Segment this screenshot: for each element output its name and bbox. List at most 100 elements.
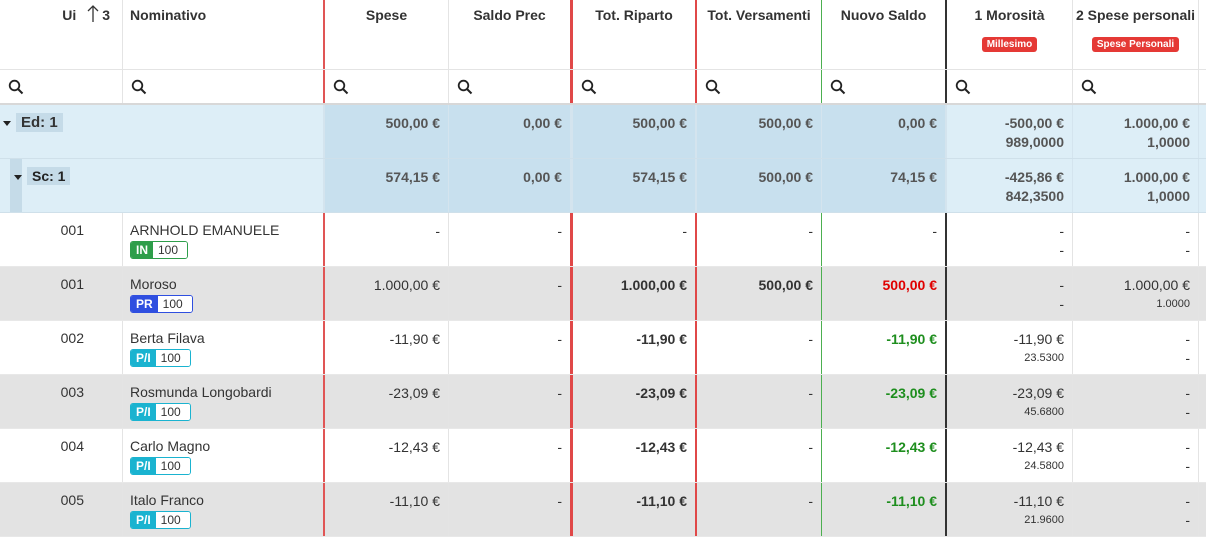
- ui: 003: [60, 384, 84, 400]
- header-cell[interactable]: Nominativo: [123, 0, 325, 69]
- data-row[interactable]: 002 Berta Filava P/I 100 -11,90 € - -11,90 € - -…: [0, 321, 1206, 375]
- quota: 100: [153, 242, 188, 258]
- value-cell: --: [1073, 429, 1199, 482]
- group-label: Ed: 1: [16, 113, 63, 132]
- value: -11,90 €: [636, 331, 687, 347]
- filter-row: [0, 70, 1206, 105]
- collapse-toggle[interactable]: [3, 120, 11, 126]
- group-value: 1.000,00 € 1,0000: [1073, 105, 1199, 158]
- filler: [1199, 429, 1206, 482]
- filter-cell[interactable]: [0, 70, 123, 103]
- value-cell: --: [947, 267, 1073, 320]
- search-icon: [8, 79, 24, 98]
- value: -: [557, 277, 562, 293]
- value-cell: -: [325, 213, 449, 266]
- filler: [1199, 105, 1206, 158]
- header-cell[interactable]: 1 Morosità Millesimo: [947, 0, 1073, 69]
- group-value: 500,00 €: [697, 159, 822, 212]
- group-row: Sc: 1 574,15 € 0,00 € 574,15 € 500,00 € 74,15…: [0, 159, 1206, 213]
- value: -: [808, 493, 813, 509]
- filter-cell[interactable]: [325, 70, 449, 103]
- data-row[interactable]: 001 Moroso PR 100 1.000,00 € - 1.000,00 € 500,0…: [0, 267, 1206, 321]
- group-value: 0,00 €: [449, 159, 573, 212]
- ui: 005: [60, 492, 84, 508]
- tag-type: P/I: [131, 404, 156, 420]
- value: 0,00 €: [523, 169, 562, 185]
- data-row[interactable]: 005 Italo Franco P/I 100 -11,10 € - -11,10 € - -…: [0, 483, 1206, 537]
- value-cell: 500,00 €: [697, 267, 822, 320]
- header-cell[interactable]: Tot. Riparto: [573, 0, 697, 69]
- header-cell[interactable]: Saldo Prec: [449, 0, 573, 69]
- search-icon-svg: [457, 79, 473, 95]
- value-cell: -23,09 €: [573, 375, 697, 428]
- header-label: Saldo Prec: [473, 7, 546, 23]
- filler: [1199, 267, 1206, 320]
- value-line: -: [1185, 493, 1190, 509]
- tag-type: P/I: [131, 512, 156, 528]
- data-row[interactable]: 001 ARNHOLD EMANUELE IN 100- - - - - - - - -: [0, 213, 1206, 267]
- value-cell: --: [1073, 483, 1199, 536]
- name: Carlo Magno: [130, 438, 211, 454]
- value-line: 1.0000: [1156, 298, 1190, 310]
- search-icon-svg: [581, 79, 597, 95]
- header-row: Ui 3 Nominativo Spese Saldo Prec Tot. Riparto…: [0, 0, 1206, 70]
- quota-tag: P/I 100: [130, 349, 191, 367]
- value-cell: -11,90 € 23.5300: [947, 321, 1073, 374]
- group-label-cell[interactable]: Sc: 1: [0, 159, 325, 212]
- value-line: -: [1185, 439, 1190, 455]
- value-cell: -: [697, 321, 822, 374]
- value-cell: 1.000,00 €: [325, 267, 449, 320]
- ui: 001: [60, 276, 84, 292]
- header-cell[interactable]: Spese: [325, 0, 449, 69]
- group-label-cell[interactable]: Ed: 1: [0, 105, 325, 158]
- value-line: -: [1185, 512, 1190, 528]
- name: Berta Filava: [130, 330, 205, 346]
- value: 574,15 €: [632, 169, 688, 185]
- value-cell: -11,10 €: [573, 483, 697, 536]
- value-line: 842,3500: [1005, 188, 1064, 204]
- value-line: -: [1185, 385, 1190, 401]
- filter-cell[interactable]: [947, 70, 1073, 103]
- value-line: 45.6800: [1024, 406, 1064, 418]
- filter-cell[interactable]: [1073, 70, 1199, 103]
- quota: 100: [157, 296, 192, 312]
- filter-cell[interactable]: [573, 70, 697, 103]
- header-cell[interactable]: Tot. Versamenti: [697, 0, 822, 69]
- quota: 100: [155, 350, 190, 366]
- quota: 100: [155, 512, 190, 528]
- value-line: -: [1185, 331, 1190, 347]
- value-line: -11,10 €: [1013, 493, 1064, 509]
- sort-icon: [86, 4, 100, 27]
- name-cell: Carlo Magno P/I 100: [123, 429, 325, 482]
- value-line: -: [1059, 277, 1064, 293]
- value-cell: -23,09 €: [822, 375, 947, 428]
- value-line: 21.9600: [1024, 514, 1064, 526]
- value: -12,43 €: [388, 439, 440, 455]
- value: 1.000,00 €: [620, 277, 687, 293]
- header-cell[interactable]: Nuovo Saldo: [822, 0, 947, 69]
- value-cell: -: [449, 321, 573, 374]
- ui-cell: 004: [0, 429, 123, 482]
- filter-cell[interactable]: [822, 70, 947, 103]
- value-line: 24.5800: [1024, 460, 1064, 472]
- data-row[interactable]: 003 Rosmunda Longobardi P/I 100 -23,09 € - -23…: [0, 375, 1206, 429]
- value: 500,00 €: [632, 115, 688, 131]
- header-cell[interactable]: Ui 3: [0, 0, 123, 69]
- value-cell: -: [697, 429, 822, 482]
- value: 0,00 €: [523, 115, 562, 131]
- filter-cell[interactable]: [449, 70, 573, 103]
- filter-cell[interactable]: [697, 70, 822, 103]
- value-cell: -11,90 €: [325, 321, 449, 374]
- ui-cell: 002: [0, 321, 123, 374]
- filter-cell[interactable]: [123, 70, 325, 103]
- header-label: Ui: [62, 7, 77, 23]
- value: -: [682, 223, 687, 239]
- value: -11,90 €: [389, 331, 440, 347]
- value-line: -: [1185, 458, 1190, 474]
- value-line: 23.5300: [1024, 352, 1064, 364]
- header-cell[interactable]: 2 Spese personali Spese Personali: [1073, 0, 1199, 69]
- value-line: -: [1059, 223, 1064, 239]
- value: 500,00 €: [882, 277, 938, 293]
- collapse-toggle[interactable]: [14, 174, 22, 180]
- data-row[interactable]: 004 Carlo Magno P/I 100 -12,43 € - -12,43 € - -1…: [0, 429, 1206, 483]
